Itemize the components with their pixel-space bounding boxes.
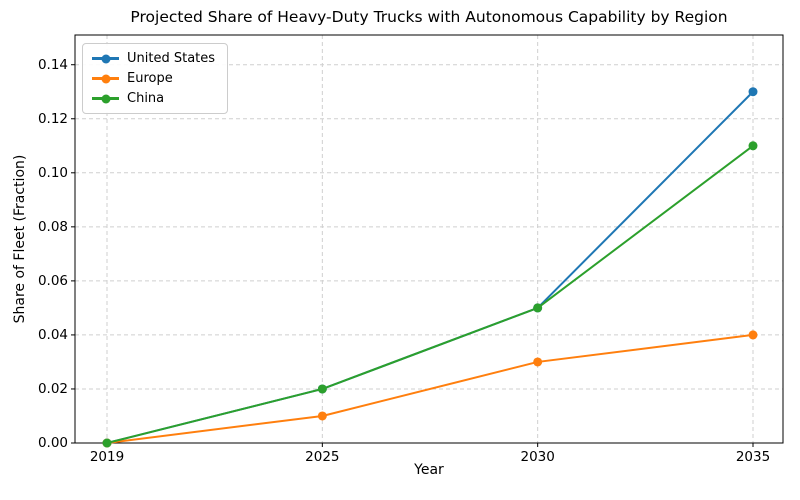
y-axis-label: Share of Fleet (Fraction) (12, 154, 28, 324)
y-tick-label: 0.02 (37, 380, 68, 397)
legend-line-marker-icon (92, 54, 119, 63)
legend-label: Europe (127, 71, 173, 86)
y-tick-label: 0.14 (37, 56, 68, 73)
legend-line-marker-icon (92, 74, 119, 83)
x-tick-label: 2030 (520, 449, 555, 465)
data-point-marker (748, 330, 758, 340)
data-point-marker (317, 411, 327, 421)
legend-item-china: China (92, 91, 215, 106)
data-point-marker (102, 438, 112, 448)
y-tick-label: 0.12 (37, 110, 68, 127)
data-point-marker (748, 87, 758, 97)
legend-label: United States (127, 51, 216, 66)
legend-line-marker-icon (92, 94, 119, 103)
legend-item-united-states: United States (92, 51, 215, 66)
y-tick-label: 0.06 (37, 272, 68, 289)
legend-item-europe: Europe (92, 71, 215, 86)
chart-title: Projected Share of Heavy-Duty Trucks wit… (130, 8, 728, 26)
data-point-marker (533, 303, 543, 313)
x-tick-label: 2035 (735, 449, 771, 465)
y-tick-label: 0.08 (37, 218, 68, 235)
legend-label: China (127, 91, 165, 106)
series-line-europe (106, 333, 754, 444)
y-tick-label: 0.00 (37, 435, 68, 451)
y-tick-label: 0.10 (37, 164, 68, 181)
data-point-marker (533, 357, 543, 367)
x-tick-label: 2019 (89, 449, 125, 465)
series-line-china (106, 144, 754, 444)
data-point-marker (748, 141, 758, 151)
legend: United States Europe China (82, 43, 229, 114)
series-line-united-states (106, 91, 754, 444)
y-tick-label: 0.04 (37, 326, 68, 343)
x-tick-label: 2025 (305, 449, 340, 465)
axes-spines (74, 34, 784, 444)
data-point-marker (317, 384, 327, 394)
x-axis-label: Year (414, 462, 444, 478)
